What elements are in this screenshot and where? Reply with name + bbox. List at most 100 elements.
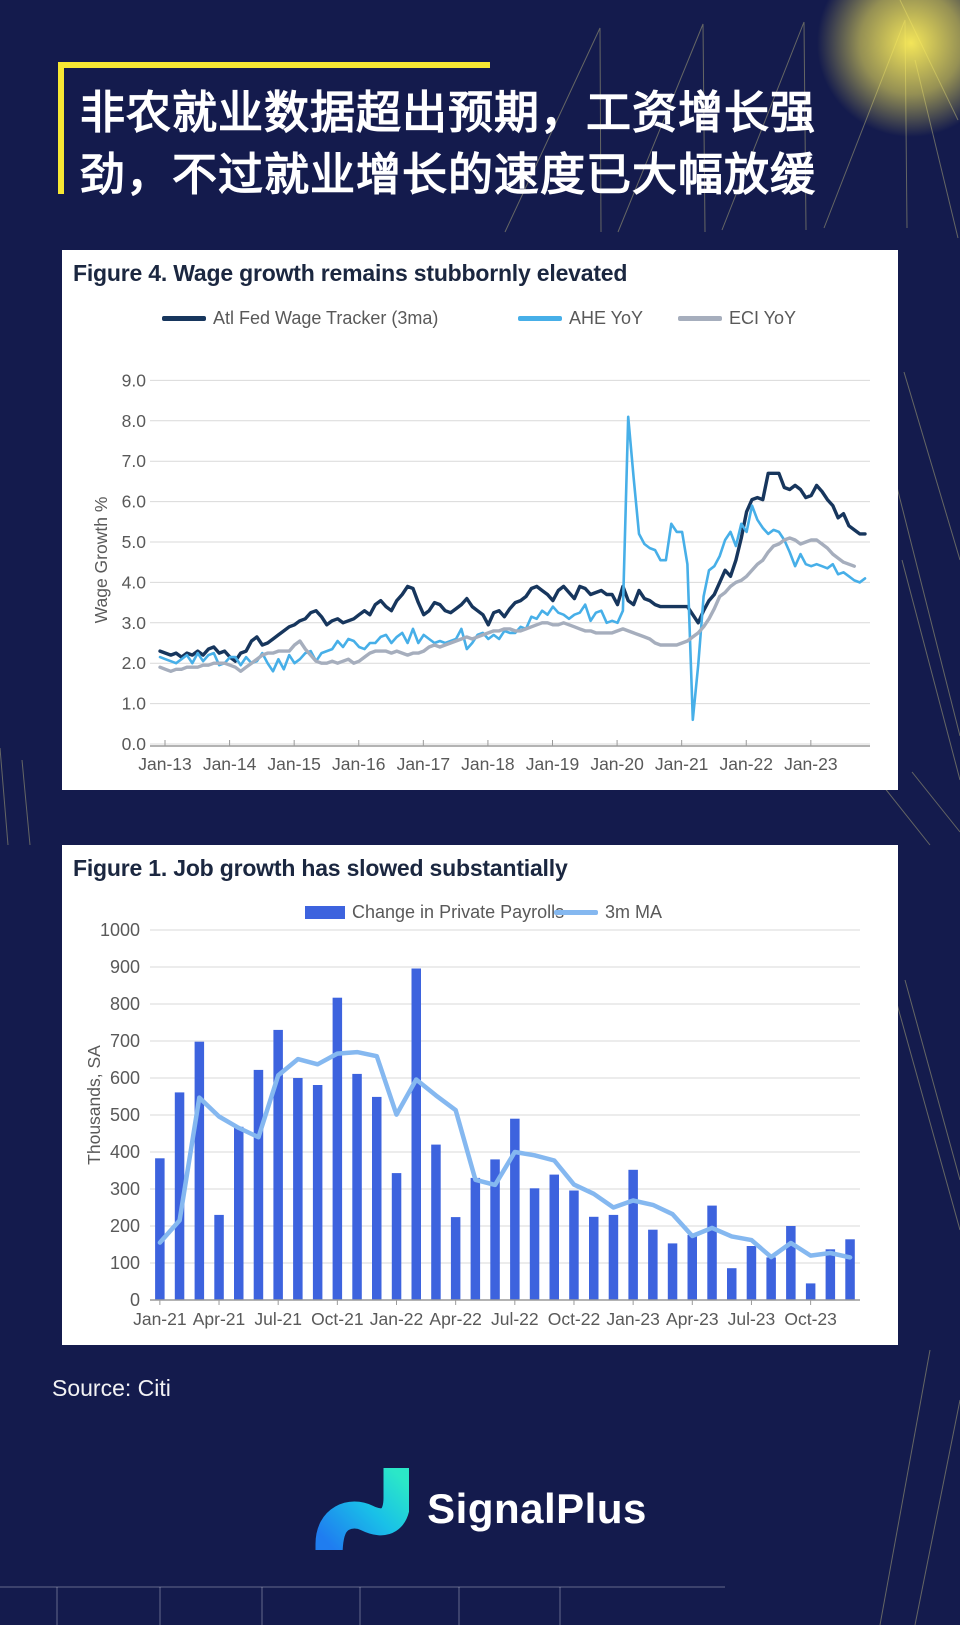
x-tick-label: Jan-23 [606,1309,660,1329]
x-tick-label: Jul-23 [728,1309,776,1329]
x-tick-label: Apr-22 [429,1309,482,1329]
x-tick-label: Jan-20 [590,754,644,774]
title-accent-line-left [58,62,64,194]
ma-line [157,1049,853,1260]
payrolls-bar [667,1243,678,1300]
y-tick-label: 5.0 [122,532,147,552]
ahe-legend-label: AHE YoY [569,308,644,328]
y-tick-label: 600 [110,1068,140,1088]
y-tick-label: 8.0 [122,411,147,431]
payrolls-bar [293,1078,303,1300]
y-tick-label: 900 [110,957,140,977]
payrolls-legend-label: Change in Private Payrolls [352,902,565,922]
payrolls-bar [372,1096,382,1300]
x-tick-label: Jan-17 [397,754,451,774]
legend-item-eci: ECI YoY [678,308,796,329]
ma-legend-swatch [554,910,598,915]
payrolls-bar [648,1229,658,1300]
payrolls-bar [450,1217,461,1300]
payrolls-bar [845,1239,855,1300]
y-tick-label: 3.0 [122,613,147,633]
payrolls-bar [727,1268,737,1300]
x-tick-label: Jan-16 [332,754,386,774]
y-tick-label: 0 [130,1290,140,1310]
legend-item-atl-fed: Atl Fed Wage Tracker (3ma) [162,308,438,329]
x-tick-label: Oct-23 [784,1309,837,1329]
payrolls-bar [273,1029,283,1300]
y-tick-label: 700 [110,1031,140,1051]
y-tick-label: 400 [110,1142,140,1162]
payrolls-bar [529,1188,540,1300]
payrolls-bar [312,1085,323,1300]
y-tick-label: 300 [110,1179,140,1199]
x-tick-label: Jan-14 [203,754,257,774]
x-tick-label: Jan-22 [719,754,773,774]
payrolls-bar [510,1118,520,1300]
payrolls-bar [214,1214,224,1300]
brand-name: SignalPlus [427,1485,647,1532]
y-tick-label: 1000 [100,920,140,940]
ahe-legend-swatch [518,316,562,321]
series-line-0 [158,471,867,663]
x-tick-label: Oct-22 [548,1309,601,1329]
payrolls-legend-swatch [305,906,345,919]
x-tick-label: Jan-19 [526,754,580,774]
page-title: 非农就业数据超出预期，工资增长强 劲，不过就业增长的速度已大幅放缓 [58,62,902,205]
payrolls-bar [786,1226,796,1300]
x-tick-label: Apr-23 [666,1309,719,1329]
payrolls-bar [805,1283,816,1300]
eci-legend-label: ECI YoY [729,308,797,328]
ma-legend-label: 3m MA [605,902,663,922]
legend-item-3m-ma: 3m MA [554,902,662,923]
y-tick-label: 4.0 [122,572,147,592]
payrolls-bar [253,1069,264,1300]
payrolls-bar [391,1173,402,1300]
y-tick-label: 800 [110,994,140,1014]
page-title-line1: 非农就业数据超出预期，工资增长强 [80,87,817,138]
signalplus-logo-icon [315,1468,410,1550]
figure4-title: Figure 4. Wage growth remains stubbornly… [73,260,628,286]
y-tick-label: 100 [110,1253,140,1273]
payrolls-bar [569,1190,579,1300]
x-tick-label: Apr-21 [193,1309,246,1329]
job-growth-chart: 0 100 200 300 400 500 600 700 800 900 1000 Thousand… [84,920,860,1329]
title-accent-line-top [58,62,490,68]
y-axis-title: Wage Growth % [91,497,111,624]
payrolls-bar [234,1126,244,1300]
atl-fed-legend-label: Atl Fed Wage Tracker (3ma) [213,308,439,328]
payrolls-bar [766,1257,776,1300]
payrolls-bar [352,1073,362,1300]
x-tick-label: Jan-13 [138,754,192,774]
atl-fed-legend-swatch [162,316,206,321]
y-tick-label: 9.0 [122,370,147,390]
payrolls-bar [490,1159,500,1300]
payrolls-bar [628,1169,638,1300]
y-tick-label: 1.0 [122,694,147,714]
payrolls-bar [194,1041,205,1300]
y-axis-title: Thousands, SA [84,1045,104,1165]
payrolls-bar [332,997,343,1300]
x-tick-label: Jan-22 [370,1309,424,1329]
payrolls-bar [589,1216,599,1301]
payrolls-bar [174,1092,185,1300]
wage-growth-chart: 0.0 1.0 2.0 3.0 4.0 5.0 6.0 7.0 8.0 9.0 Jan-13 Jan-… [91,370,870,774]
x-tick-label: Jan-23 [784,754,838,774]
x-tick-label: Oct-21 [311,1309,364,1329]
payrolls-bar [608,1214,619,1300]
series-line-2 [158,536,856,673]
brand-footer: SignalPlus [0,1468,960,1550]
y-tick-label: 0.0 [122,734,147,754]
x-tick-label: Jan-18 [461,754,515,774]
source-credit: Source: Citi [52,1375,171,1401]
y-tick-label: 6.0 [122,492,147,512]
corner-glow [816,0,960,138]
payrolls-bar [825,1249,836,1300]
y-tick-label: 500 [110,1105,140,1125]
figure4-panel: Figure 4. Wage growth remains stubbornly… [62,250,898,790]
payrolls-bar [746,1246,757,1300]
x-tick-label: Jan-15 [267,754,321,774]
payrolls-bar [411,968,421,1300]
legend-item-payrolls: Change in Private Payrolls [305,902,564,923]
payrolls-bar [470,1177,481,1300]
figure1-panel: Figure 1. Job growth has slowed substant… [62,845,898,1345]
